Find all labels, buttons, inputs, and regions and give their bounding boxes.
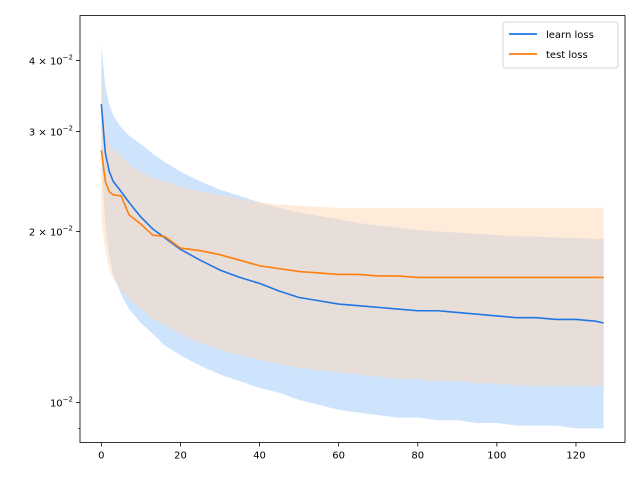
y-axis-ticks: 10−2 2 × 10−2 3 × 10−2 4 × 10−2 <box>29 53 80 429</box>
x-tick-label: 40 <box>253 451 266 462</box>
legend-label-test-loss: test loss <box>546 50 588 61</box>
y-tick-label: 4 × 10−2 <box>29 53 73 67</box>
x-tick-label: 100 <box>487 451 506 462</box>
test-loss-line <box>100 150 604 279</box>
x-tick-label: 120 <box>566 451 585 462</box>
x-tick-label: 80 <box>411 451 424 462</box>
plot-frame <box>79 15 626 443</box>
y-tick-label: 3 × 10−2 <box>29 124 73 138</box>
test-loss-band <box>101 69 604 386</box>
legend-frame <box>502 21 619 69</box>
x-axis-ticks: 0 20 40 60 80 100 120 <box>98 442 586 462</box>
confidence-bands <box>101 45 604 429</box>
x-tick-label: 0 <box>98 451 104 462</box>
x-tick-label: 20 <box>174 451 187 462</box>
y-tick-label: 2 × 10−2 <box>29 224 73 238</box>
legend-label-learn-loss: learn loss <box>546 30 594 41</box>
legend: learn loss test loss <box>502 21 619 69</box>
x-tick-label: 60 <box>332 451 345 462</box>
y-tick-label: 10−2 <box>50 395 73 409</box>
series-lines <box>100 104 604 324</box>
learn-loss-line <box>100 104 604 324</box>
